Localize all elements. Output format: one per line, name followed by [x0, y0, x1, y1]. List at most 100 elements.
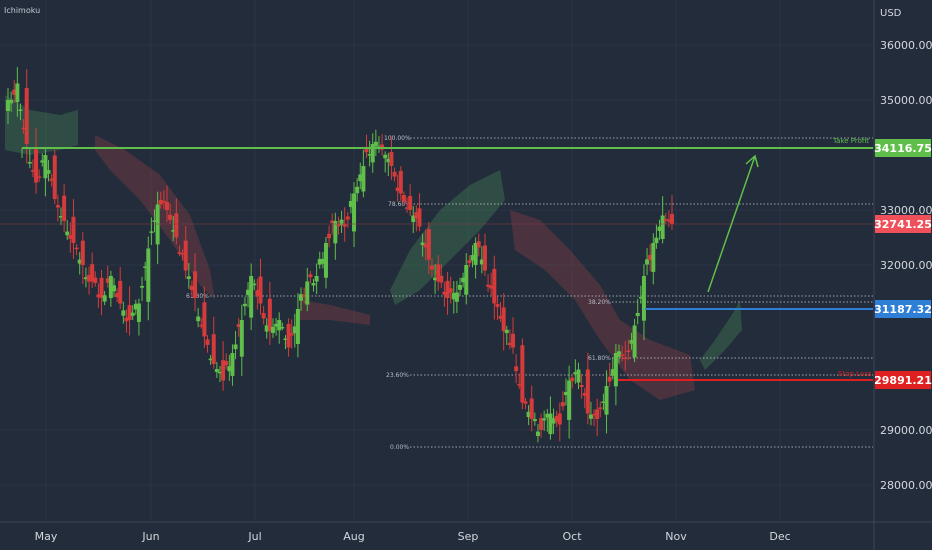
- y-tick-label: 29000.00: [880, 424, 932, 437]
- candle-body: [548, 413, 553, 435]
- y-tick-label: 33000.00: [880, 204, 932, 217]
- candle-body: [6, 100, 10, 111]
- candle-body: [648, 254, 653, 261]
- candle-body: [585, 369, 590, 414]
- candle-body: [90, 264, 95, 282]
- candle-body: [557, 413, 562, 425]
- candle-body: [52, 155, 57, 199]
- ichimoku-cloud-segment: [5, 95, 78, 155]
- ichimoku-cloud-segment: [300, 300, 370, 325]
- candle-body: [401, 194, 406, 202]
- x-tick-label: Aug: [343, 530, 364, 543]
- price-badges-layer: 34116.75 31187.32 29891.21 32741.25: [874, 139, 932, 389]
- fib-level-label: 78.60%: [388, 201, 411, 208]
- candle-body: [442, 291, 447, 295]
- candle-body: [93, 277, 98, 283]
- candle-body: [626, 350, 631, 352]
- candle-body: [115, 293, 120, 298]
- candle-body: [183, 240, 188, 271]
- candle-body: [43, 155, 48, 179]
- candle-body: [670, 214, 674, 225]
- candle-body: [355, 186, 360, 194]
- candle-body: [439, 275, 444, 283]
- candle-body: [208, 358, 213, 361]
- candle-body: [96, 294, 101, 298]
- candle-body: [370, 144, 375, 163]
- candle-body: [336, 224, 341, 227]
- take-profit-label: Take Profit: [832, 137, 869, 145]
- candle-body: [158, 199, 163, 205]
- candle-body: [576, 369, 581, 383]
- candle-body: [367, 154, 372, 156]
- candle-body: [420, 242, 425, 245]
- candle-body: [87, 274, 92, 282]
- y-tick-label: 32000.00: [880, 259, 932, 272]
- candle-body: [118, 280, 123, 304]
- candle-body: [476, 241, 481, 248]
- candle-body: [405, 207, 410, 209]
- candle-body: [651, 243, 656, 272]
- candle-body: [15, 83, 20, 103]
- candle-body: [258, 276, 263, 304]
- candle-body: [632, 325, 637, 358]
- candle-body: [317, 258, 322, 265]
- candle-body: [426, 229, 431, 260]
- candle-body: [277, 320, 282, 331]
- candle-body: [255, 290, 260, 297]
- candle-body: [280, 326, 285, 329]
- candle-body: [133, 303, 138, 310]
- candle-body: [252, 283, 257, 286]
- candle-body: [149, 231, 154, 233]
- candle-body: [504, 329, 509, 334]
- candle-body: [560, 402, 565, 407]
- candle-body: [274, 323, 279, 327]
- candle-body: [140, 285, 145, 288]
- candle-body: [398, 170, 403, 194]
- candle-body: [411, 215, 416, 223]
- candle-body: [629, 340, 634, 344]
- candle-body: [177, 252, 182, 254]
- price-badge-value: 32741.25: [874, 218, 932, 231]
- candle-body: [554, 416, 559, 422]
- candle-body: [448, 288, 453, 293]
- candle-body: [461, 277, 466, 283]
- candle-body: [270, 326, 275, 333]
- candle-body: [395, 187, 400, 192]
- candle-body: [623, 357, 628, 359]
- candle-body: [74, 247, 79, 250]
- candle-body: [641, 276, 646, 321]
- candle-body: [9, 99, 14, 104]
- candle-body: [46, 170, 51, 174]
- candle-body: [570, 377, 575, 382]
- candle-body: [454, 292, 459, 302]
- candle-body: [470, 254, 475, 261]
- candle-body: [595, 409, 600, 419]
- candle-body: [246, 289, 251, 295]
- x-tick-label: Dec: [769, 530, 790, 543]
- candle-body: [146, 248, 151, 302]
- candle-body: [196, 316, 201, 322]
- fib-level-label: 61.80%: [588, 355, 611, 362]
- candle-body: [348, 200, 353, 207]
- candle-body: [171, 230, 176, 232]
- candle-body: [261, 313, 266, 319]
- candle-body: [345, 216, 350, 220]
- candle-body: [495, 304, 500, 308]
- candle-body: [433, 277, 438, 281]
- candle-body: [320, 258, 325, 264]
- candle-body: [479, 259, 484, 265]
- candle-body: [127, 305, 132, 320]
- candle-body: [451, 293, 456, 300]
- ichimoku-cloud-segment: [390, 170, 505, 305]
- candle-body: [423, 243, 428, 248]
- candle-body: [507, 342, 512, 346]
- candle-body: [30, 170, 35, 172]
- candle-body: [249, 276, 254, 318]
- candle-body: [539, 418, 544, 430]
- candle-body: [230, 353, 235, 376]
- candle-body: [99, 277, 104, 298]
- candles-layer: [6, 67, 674, 443]
